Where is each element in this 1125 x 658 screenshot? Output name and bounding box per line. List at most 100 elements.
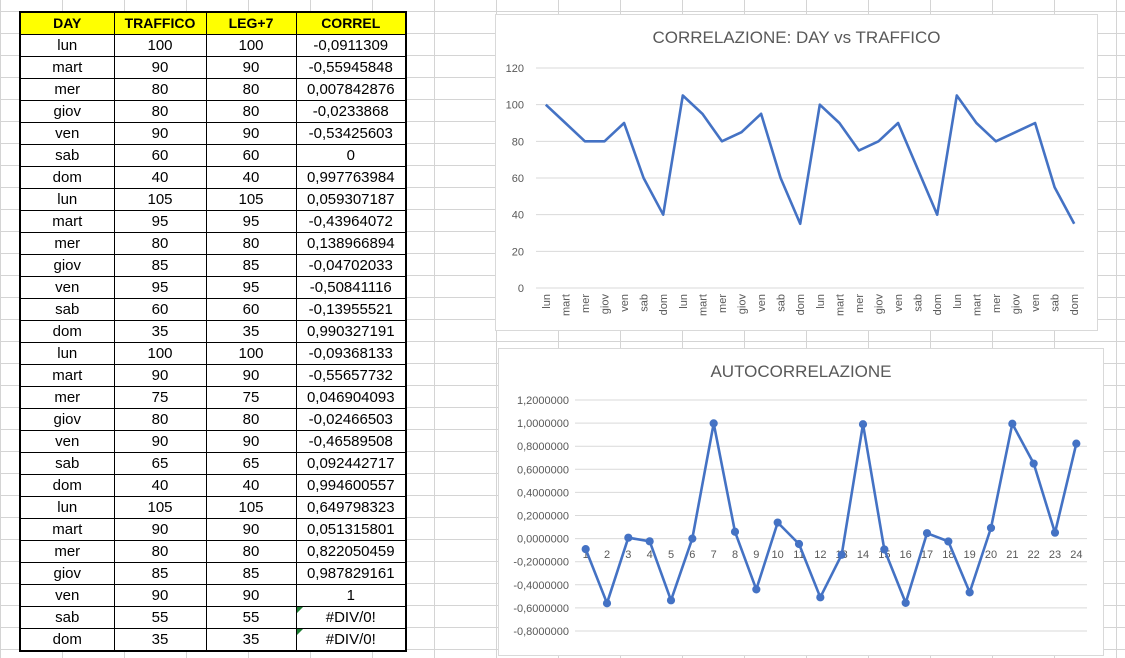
day-cell[interactable]: mart (19, 364, 115, 387)
leg7-cell[interactable]: 65 (205, 452, 297, 475)
leg7-cell[interactable]: 80 (205, 78, 297, 101)
header-traffico[interactable]: TRAFFICO (113, 11, 207, 35)
day-cell[interactable]: lun (19, 496, 115, 519)
leg7-cell[interactable]: 35 (205, 628, 297, 652)
leg7-cell[interactable]: 90 (205, 430, 297, 453)
traffico-cell[interactable]: 90 (113, 122, 207, 145)
traffico-cell[interactable]: 85 (113, 254, 207, 277)
day-cell[interactable]: lun (19, 34, 115, 57)
correl-cell[interactable]: 0,059307187 (295, 188, 407, 211)
traffico-cell[interactable]: 105 (113, 188, 207, 211)
traffico-cell[interactable]: 80 (113, 78, 207, 101)
leg7-cell[interactable]: 60 (205, 298, 297, 321)
correl-cell[interactable]: 0,046904093 (295, 386, 407, 409)
correl-cell[interactable]: #DIV/0! (295, 628, 407, 652)
leg7-cell[interactable]: 95 (205, 210, 297, 233)
traffico-cell[interactable]: 85 (113, 562, 207, 585)
correl-cell[interactable]: -0,55945848 (295, 56, 407, 79)
leg7-cell[interactable]: 90 (205, 364, 297, 387)
traffico-cell[interactable]: 95 (113, 210, 207, 233)
leg7-cell[interactable]: 100 (205, 342, 297, 365)
leg7-cell[interactable]: 90 (205, 56, 297, 79)
correl-cell[interactable]: -0,55657732 (295, 364, 407, 387)
day-cell[interactable]: mart (19, 56, 115, 79)
leg7-cell[interactable]: 85 (205, 562, 297, 585)
day-cell[interactable]: sab (19, 298, 115, 321)
traffico-cell[interactable]: 105 (113, 496, 207, 519)
correl-cell[interactable]: -0,04702033 (295, 254, 407, 277)
header-day[interactable]: DAY (19, 11, 115, 35)
traffico-cell[interactable]: 90 (113, 518, 207, 541)
correl-cell[interactable]: 0,051315801 (295, 518, 407, 541)
correl-cell[interactable]: -0,0911309 (295, 34, 407, 57)
traffico-cell[interactable]: 80 (113, 232, 207, 255)
day-cell[interactable]: ven (19, 584, 115, 607)
correl-cell[interactable]: -0,53425603 (295, 122, 407, 145)
leg7-cell[interactable]: 80 (205, 540, 297, 563)
day-cell[interactable]: dom (19, 320, 115, 343)
traffic-line-chart[interactable]: CORRELAZIONE: DAY vs TRAFFICO 0 20 40 60 80 1… (495, 14, 1098, 331)
correl-cell[interactable]: 1 (295, 584, 407, 607)
correl-cell[interactable]: 0,092442717 (295, 452, 407, 475)
traffico-cell[interactable]: 60 (113, 144, 207, 167)
traffico-cell[interactable]: 55 (113, 606, 207, 629)
traffico-cell[interactable]: 80 (113, 100, 207, 123)
correl-cell[interactable]: 0,987829161 (295, 562, 407, 585)
leg7-cell[interactable]: 105 (205, 188, 297, 211)
day-cell[interactable]: giov (19, 562, 115, 585)
correl-cell[interactable]: 0,138966894 (295, 232, 407, 255)
autocorrelation-line-chart[interactable]: AUTOCORRELAZIONE -0,8000000 -0,6000000 -0,… (498, 348, 1104, 656)
traffico-cell[interactable]: 100 (113, 342, 207, 365)
day-cell[interactable]: ven (19, 122, 115, 145)
day-cell[interactable]: sab (19, 144, 115, 167)
leg7-cell[interactable]: 90 (205, 122, 297, 145)
correl-cell[interactable]: 0,007842876 (295, 78, 407, 101)
traffico-cell[interactable]: 95 (113, 276, 207, 299)
leg7-cell[interactable]: 105 (205, 496, 297, 519)
header-correl[interactable]: CORREL (295, 11, 407, 35)
day-cell[interactable]: giov (19, 254, 115, 277)
traffico-cell[interactable]: 90 (113, 364, 207, 387)
traffico-cell[interactable]: 80 (113, 408, 207, 431)
header-leg7[interactable]: LEG+7 (205, 11, 297, 35)
leg7-cell[interactable]: 75 (205, 386, 297, 409)
traffico-cell[interactable]: 60 (113, 298, 207, 321)
day-cell[interactable]: mer (19, 78, 115, 101)
correl-cell[interactable]: -0,50841116 (295, 276, 407, 299)
traffico-cell[interactable]: 90 (113, 430, 207, 453)
correl-cell[interactable]: 0,649798323 (295, 496, 407, 519)
leg7-cell[interactable]: 90 (205, 518, 297, 541)
correl-cell[interactable]: -0,46589508 (295, 430, 407, 453)
traffico-cell[interactable]: 65 (113, 452, 207, 475)
traffico-cell[interactable]: 35 (113, 628, 207, 652)
traffico-cell[interactable]: 100 (113, 34, 207, 57)
correl-cell[interactable]: 0 (295, 144, 407, 167)
traffico-cell[interactable]: 75 (113, 386, 207, 409)
day-cell[interactable]: sab (19, 606, 115, 629)
day-cell[interactable]: ven (19, 276, 115, 299)
correl-cell[interactable]: -0,43964072 (295, 210, 407, 233)
leg7-cell[interactable]: 100 (205, 34, 297, 57)
day-cell[interactable]: mart (19, 210, 115, 233)
traffico-cell[interactable]: 90 (113, 584, 207, 607)
leg7-cell[interactable]: 40 (205, 166, 297, 189)
day-cell[interactable]: mart (19, 518, 115, 541)
traffico-cell[interactable]: 35 (113, 320, 207, 343)
leg7-cell[interactable]: 35 (205, 320, 297, 343)
leg7-cell[interactable]: 90 (205, 584, 297, 607)
traffico-cell[interactable]: 90 (113, 56, 207, 79)
traffico-cell[interactable]: 40 (113, 474, 207, 497)
day-cell[interactable]: dom (19, 166, 115, 189)
correl-cell[interactable]: 0,822050459 (295, 540, 407, 563)
leg7-cell[interactable]: 80 (205, 232, 297, 255)
leg7-cell[interactable]: 60 (205, 144, 297, 167)
leg7-cell[interactable]: 40 (205, 474, 297, 497)
correl-cell[interactable]: 0,997763984 (295, 166, 407, 189)
day-cell[interactable]: dom (19, 628, 115, 652)
correl-cell[interactable]: #DIV/0! (295, 606, 407, 629)
correl-cell[interactable]: -0,0233868 (295, 100, 407, 123)
correl-cell[interactable]: -0,09368133 (295, 342, 407, 365)
correl-cell[interactable]: -0,02466503 (295, 408, 407, 431)
leg7-cell[interactable]: 80 (205, 408, 297, 431)
day-cell[interactable]: giov (19, 100, 115, 123)
